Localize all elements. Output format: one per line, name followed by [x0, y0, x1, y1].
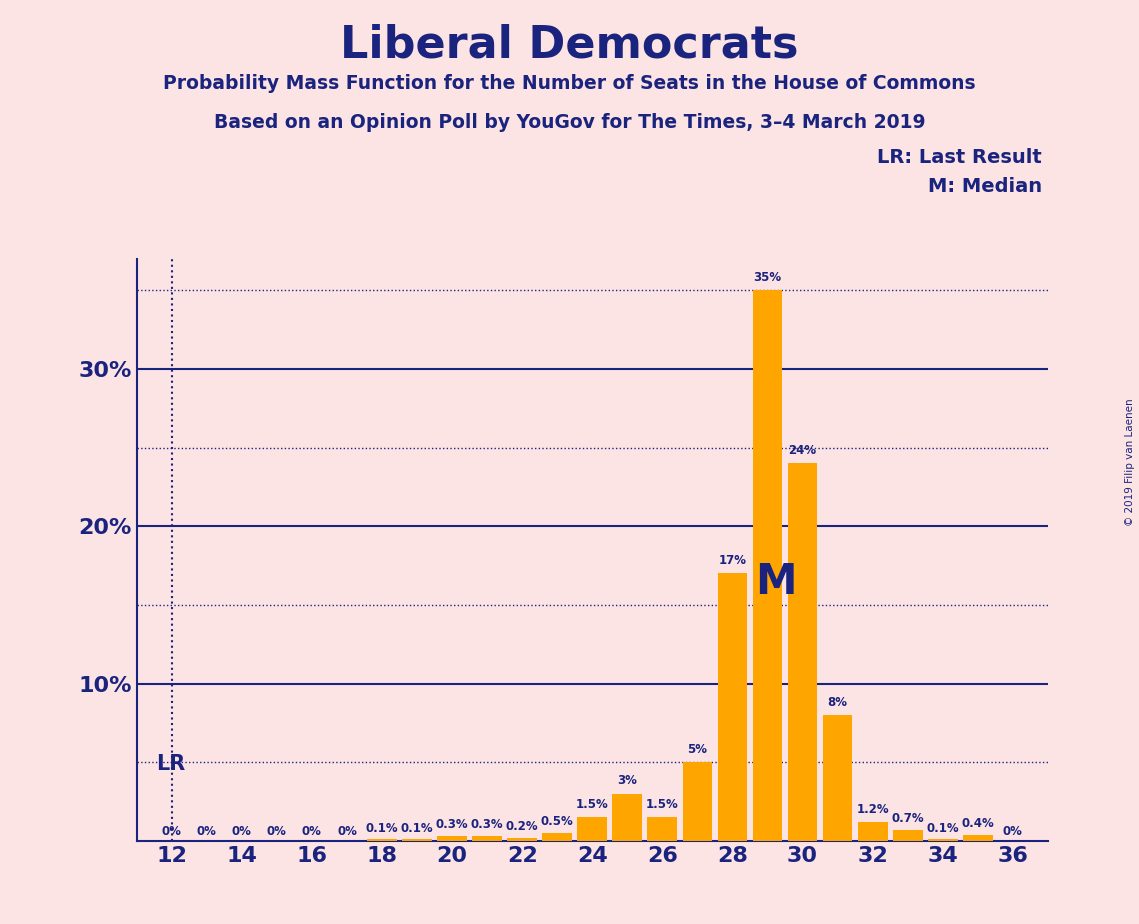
Bar — [822, 715, 852, 841]
Bar — [507, 838, 538, 841]
Text: Probability Mass Function for the Number of Seats in the House of Commons: Probability Mass Function for the Number… — [163, 74, 976, 93]
Text: 8%: 8% — [828, 696, 847, 709]
Bar — [893, 830, 923, 841]
Bar — [647, 817, 678, 841]
Bar — [542, 833, 572, 841]
Text: 0.2%: 0.2% — [506, 820, 539, 833]
Text: LR: LR — [156, 754, 186, 774]
Text: 0%: 0% — [302, 825, 322, 838]
Bar — [788, 463, 818, 841]
Text: LR: Last Result: LR: Last Result — [877, 148, 1042, 167]
Bar — [437, 836, 467, 841]
Text: 0%: 0% — [1003, 825, 1023, 838]
Bar — [367, 839, 396, 841]
Text: 1.5%: 1.5% — [576, 798, 608, 811]
Text: M: M — [755, 561, 797, 603]
Text: 0.3%: 0.3% — [470, 819, 503, 832]
Text: Liberal Democrats: Liberal Democrats — [341, 23, 798, 67]
Text: 0%: 0% — [162, 825, 181, 838]
Text: © 2019 Filip van Laenen: © 2019 Filip van Laenen — [1125, 398, 1134, 526]
Text: 0%: 0% — [232, 825, 252, 838]
Bar — [473, 836, 502, 841]
Bar — [402, 839, 432, 841]
Text: M: Median: M: Median — [928, 177, 1042, 197]
Text: Based on an Opinion Poll by YouGov for The Times, 3–4 March 2019: Based on an Opinion Poll by YouGov for T… — [214, 113, 925, 132]
Text: 35%: 35% — [753, 271, 781, 284]
Text: 0.4%: 0.4% — [961, 817, 994, 830]
Text: 17%: 17% — [719, 554, 746, 567]
Text: 0.3%: 0.3% — [436, 819, 468, 832]
Bar — [718, 574, 747, 841]
Bar — [858, 822, 887, 841]
Bar — [962, 834, 993, 841]
Bar — [928, 839, 958, 841]
Text: 0%: 0% — [267, 825, 287, 838]
Text: 0%: 0% — [197, 825, 216, 838]
Text: 1.5%: 1.5% — [646, 798, 679, 811]
Bar — [577, 817, 607, 841]
Text: 0.7%: 0.7% — [892, 812, 924, 825]
Text: 0.1%: 0.1% — [366, 821, 399, 834]
Text: 1.2%: 1.2% — [857, 803, 888, 816]
Bar — [753, 290, 782, 841]
Text: 0%: 0% — [337, 825, 357, 838]
Text: 0.1%: 0.1% — [401, 821, 433, 834]
Bar — [682, 762, 712, 841]
Text: 3%: 3% — [617, 774, 637, 787]
Text: 0.5%: 0.5% — [541, 815, 574, 828]
Text: 0.1%: 0.1% — [926, 821, 959, 834]
Text: 5%: 5% — [688, 743, 707, 756]
Text: 24%: 24% — [788, 444, 817, 457]
Bar — [613, 794, 642, 841]
